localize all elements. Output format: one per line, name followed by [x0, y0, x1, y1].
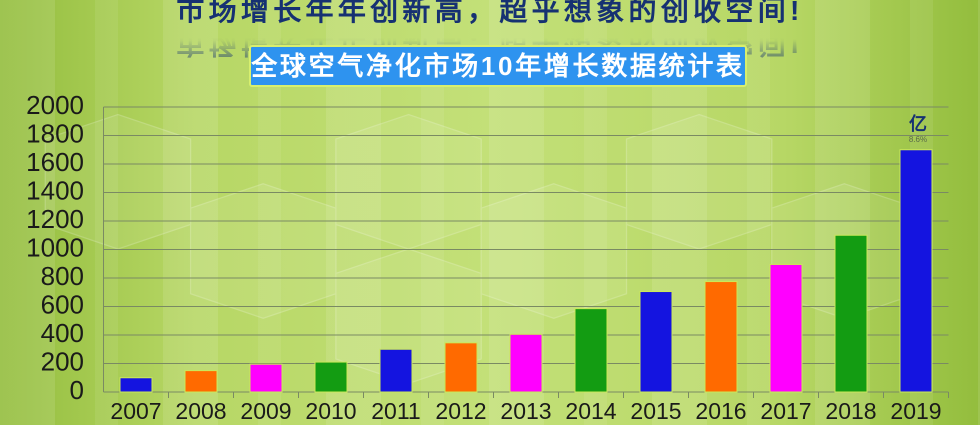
svg-text:200: 200	[41, 347, 84, 377]
svg-text:2012: 2012	[435, 398, 486, 424]
svg-text:2013: 2013	[500, 398, 551, 424]
svg-text:2007: 2007	[110, 398, 161, 424]
svg-text:1600: 1600	[26, 147, 84, 177]
svg-text:0: 0	[70, 375, 84, 405]
svg-text:2016: 2016	[695, 398, 746, 424]
svg-text:亿: 亿	[909, 113, 927, 134]
svg-text:8.6%: 8.6%	[909, 135, 927, 144]
svg-text:2017: 2017	[760, 398, 811, 424]
svg-text:2011: 2011	[371, 398, 420, 424]
svg-text:400: 400	[41, 318, 84, 348]
svg-text:600: 600	[41, 290, 84, 320]
svg-text:2015: 2015	[630, 398, 681, 424]
svg-text:1400: 1400	[26, 176, 84, 206]
svg-text:1200: 1200	[26, 204, 84, 234]
svg-text:2009: 2009	[240, 398, 291, 424]
svg-text:2018: 2018	[825, 398, 876, 424]
svg-text:800: 800	[41, 261, 84, 291]
svg-text:1000: 1000	[26, 233, 84, 263]
svg-text:2014: 2014	[565, 398, 616, 424]
svg-text:1800: 1800	[26, 119, 84, 149]
svg-text:2019: 2019	[890, 398, 941, 424]
svg-text:2000: 2000	[26, 90, 84, 120]
svg-text:2008: 2008	[175, 398, 226, 424]
svg-text:2010: 2010	[305, 398, 356, 424]
